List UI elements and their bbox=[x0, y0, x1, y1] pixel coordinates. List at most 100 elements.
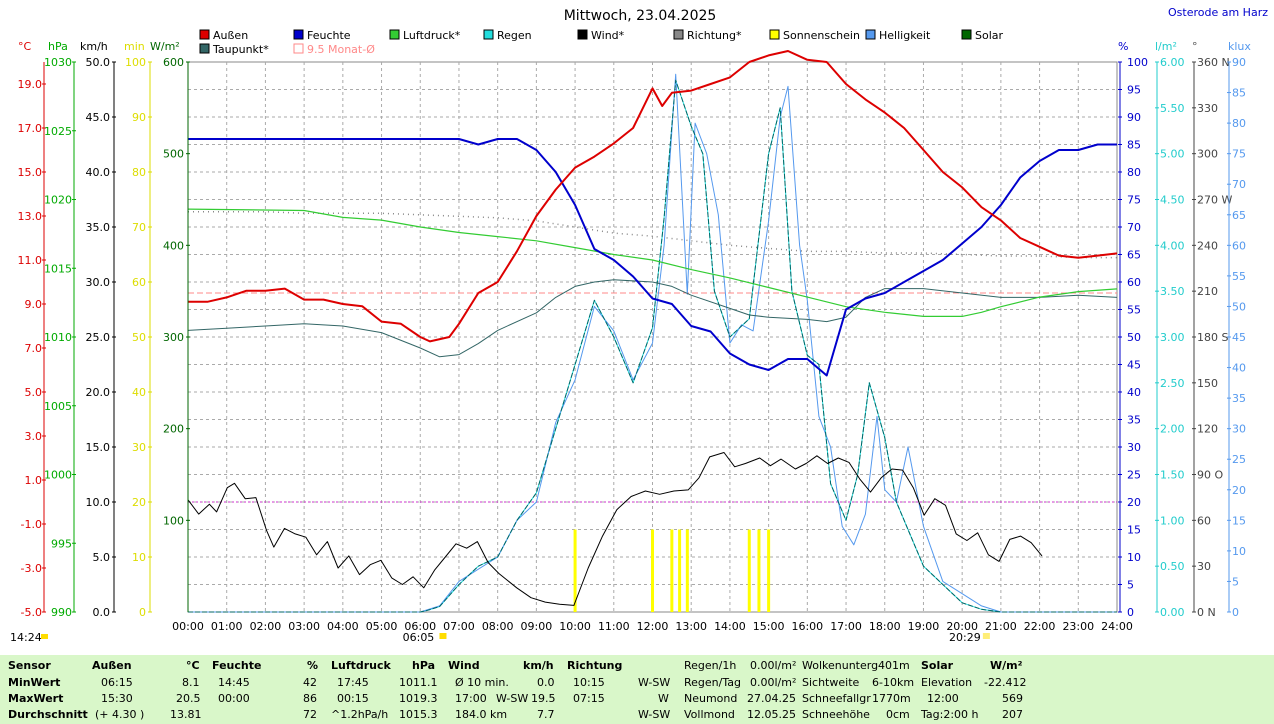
lm2-axis-header: l/m² bbox=[1155, 40, 1177, 53]
max-aussen-value: 20.5 bbox=[176, 692, 201, 705]
solar-max-value: 569 bbox=[1002, 692, 1023, 705]
legend-swatch bbox=[389, 29, 400, 40]
x-tick-label: 05:00 bbox=[366, 620, 398, 633]
min-feuchte-value: 42 bbox=[303, 676, 317, 689]
rain-axis-tick: 0.00 bbox=[1160, 606, 1185, 619]
klux-axis-tick: 55 bbox=[1232, 270, 1246, 283]
stats-header-aussen-unit: °C bbox=[186, 659, 200, 672]
sun-axis-tick: 50 bbox=[132, 331, 146, 344]
x-tick-label: 19:00 bbox=[908, 620, 940, 633]
solar-axis-tick: 200 bbox=[163, 423, 184, 436]
klux-axis-tick: 35 bbox=[1232, 392, 1246, 405]
neumond-label: Neumond bbox=[684, 692, 738, 705]
solar-axis-tick: 400 bbox=[163, 239, 184, 252]
sun-axis-tick: 20 bbox=[132, 496, 146, 509]
legend-swatch bbox=[673, 29, 684, 40]
humidity-axis-tick: 90 bbox=[1127, 111, 1141, 124]
direction-axis-tick: 270 W bbox=[1197, 194, 1232, 207]
location-label: Osterode am Harz bbox=[1168, 6, 1268, 19]
avg-feuchte-value: 72 bbox=[303, 708, 317, 721]
klux-axis-tick: 90 bbox=[1232, 56, 1246, 69]
klux-axis-tick: 65 bbox=[1232, 209, 1246, 222]
humidity-axis-tick: 45 bbox=[1127, 359, 1141, 372]
rain-axis-tick: 5.00 bbox=[1160, 148, 1185, 161]
plot-area bbox=[187, 50, 1118, 613]
wind-axis-tick: 30.0 bbox=[86, 276, 111, 289]
legend-label: Wind* bbox=[591, 29, 625, 42]
legend-label: Richtung* bbox=[687, 29, 742, 42]
rain-axis-tick: 2.50 bbox=[1160, 377, 1185, 390]
rain-axis-tick: 1.00 bbox=[1160, 514, 1185, 527]
direction-line bbox=[188, 210, 1117, 259]
max-luftdruck-time: 00:15 bbox=[337, 692, 369, 705]
x-tick-label: 08:00 bbox=[482, 620, 514, 633]
temp-axis-tick: 17.0 bbox=[18, 122, 43, 135]
min-luftdruck-value: 1011.1 bbox=[399, 676, 438, 689]
wind-axis-tick: 10.0 bbox=[86, 496, 111, 509]
temp-axis-tick: 7.0 bbox=[25, 342, 43, 355]
avg-richtung-value: W-SW bbox=[638, 708, 671, 721]
schneehoehe-label: Schneehöhe bbox=[802, 708, 870, 721]
direction-axis-tick: 150 bbox=[1197, 377, 1218, 390]
pressure-axis-tick: 995 bbox=[51, 537, 72, 550]
pressure-axis-tick: 1020 bbox=[44, 194, 72, 207]
legend-swatch bbox=[961, 29, 972, 40]
schneefall-label: Schneefallgr bbox=[802, 692, 871, 705]
klux-axis-tick: 5 bbox=[1232, 575, 1239, 588]
avg-wind-label: 184.0 km bbox=[455, 708, 508, 721]
direction-axis-tick: 240 bbox=[1197, 239, 1218, 252]
wind-line bbox=[187, 452, 1043, 606]
dewpoint-line bbox=[187, 279, 1118, 358]
x-tick-label: 18:00 bbox=[869, 620, 901, 633]
max-luftdruck-value: 1019.3 bbox=[399, 692, 438, 705]
deg-axis-header: ° bbox=[1192, 40, 1198, 53]
avg-luftdruck-value: 1015.3 bbox=[399, 708, 438, 721]
sunset-sun-icon bbox=[982, 633, 990, 639]
x-tick-label: 11:00 bbox=[598, 620, 630, 633]
sicht-value: 6-10km bbox=[872, 676, 915, 689]
legend-swatch bbox=[199, 29, 210, 40]
pressure-axis-tick: 1010 bbox=[44, 331, 72, 344]
avg-aussen-diff: (+ 4.30 ) bbox=[95, 708, 145, 721]
legend-swatch bbox=[199, 43, 210, 54]
humidity-axis-tick: 15 bbox=[1127, 524, 1141, 537]
pressure-axis-tick: 1000 bbox=[44, 469, 72, 482]
legend-label: 9.5 Monat-Ø bbox=[307, 43, 375, 56]
regen-1h-label: Regen/1h bbox=[684, 659, 737, 672]
x-tick-label: 16:00 bbox=[791, 620, 823, 633]
rain-axis-tick: 4.00 bbox=[1160, 239, 1185, 252]
solar-tag-label: Tag:2:00 h bbox=[921, 708, 979, 721]
weather-chart: Mittwoch, 23.04.2025 Osterode am Harz Au… bbox=[10, 6, 1268, 644]
stats-header-luftdruck: Luftdruck bbox=[331, 659, 391, 672]
klux-axis-tick: 15 bbox=[1232, 514, 1246, 527]
x-tick-label: 04:00 bbox=[327, 620, 359, 633]
klux-axis-tick: 10 bbox=[1232, 545, 1246, 558]
klux-axis-tick: 50 bbox=[1232, 300, 1246, 313]
x-tick-label: 23:00 bbox=[1062, 620, 1094, 633]
stats-row-min-label: MinWert bbox=[8, 676, 61, 689]
klux-axis-tick: 45 bbox=[1232, 331, 1246, 344]
min-richtung-value: W-SW bbox=[638, 676, 671, 689]
stats-header-wind-unit: km/h bbox=[523, 659, 554, 672]
sunrise-time: 06:05 bbox=[403, 631, 435, 644]
sun-axis-tick: 60 bbox=[132, 276, 146, 289]
min-feuchte-time: 14:45 bbox=[218, 676, 250, 689]
direction-axis-tick: 120 bbox=[1197, 423, 1218, 436]
temp-axis-tick: 5.0 bbox=[25, 386, 43, 399]
sun-axis-tick: 70 bbox=[132, 221, 146, 234]
stats-header-feuchte-unit: % bbox=[307, 659, 319, 672]
temp-axis-tick: -5.0 bbox=[21, 606, 42, 619]
kmh-axis-header: km/h bbox=[80, 40, 108, 53]
min-wind-value: 0.0 bbox=[537, 676, 555, 689]
sun-axis-tick: 100 bbox=[125, 56, 146, 69]
legend-swatch bbox=[769, 29, 780, 40]
humidity-axis-tick: 85 bbox=[1127, 139, 1141, 152]
max-feuchte-value: 86 bbox=[303, 692, 317, 705]
humidity-axis-tick: 35 bbox=[1127, 414, 1141, 427]
direction-axis-tick: 90 O bbox=[1197, 469, 1223, 482]
right-axes: 1009590858075706560555045403530252015105… bbox=[1118, 56, 1246, 619]
elevation-label: Elevation bbox=[921, 676, 973, 689]
klux-axis-tick: 70 bbox=[1232, 178, 1246, 191]
pressure-axis-tick: 1025 bbox=[44, 125, 72, 138]
sicht-label: Sichtweite bbox=[802, 676, 860, 689]
